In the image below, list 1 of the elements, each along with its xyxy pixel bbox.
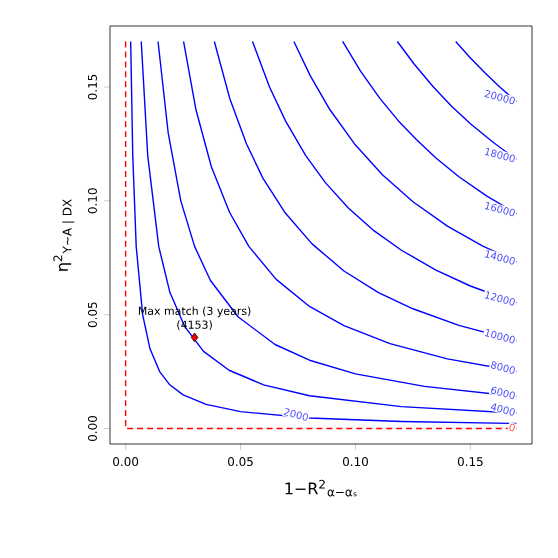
line-series — [293, 40, 518, 263]
